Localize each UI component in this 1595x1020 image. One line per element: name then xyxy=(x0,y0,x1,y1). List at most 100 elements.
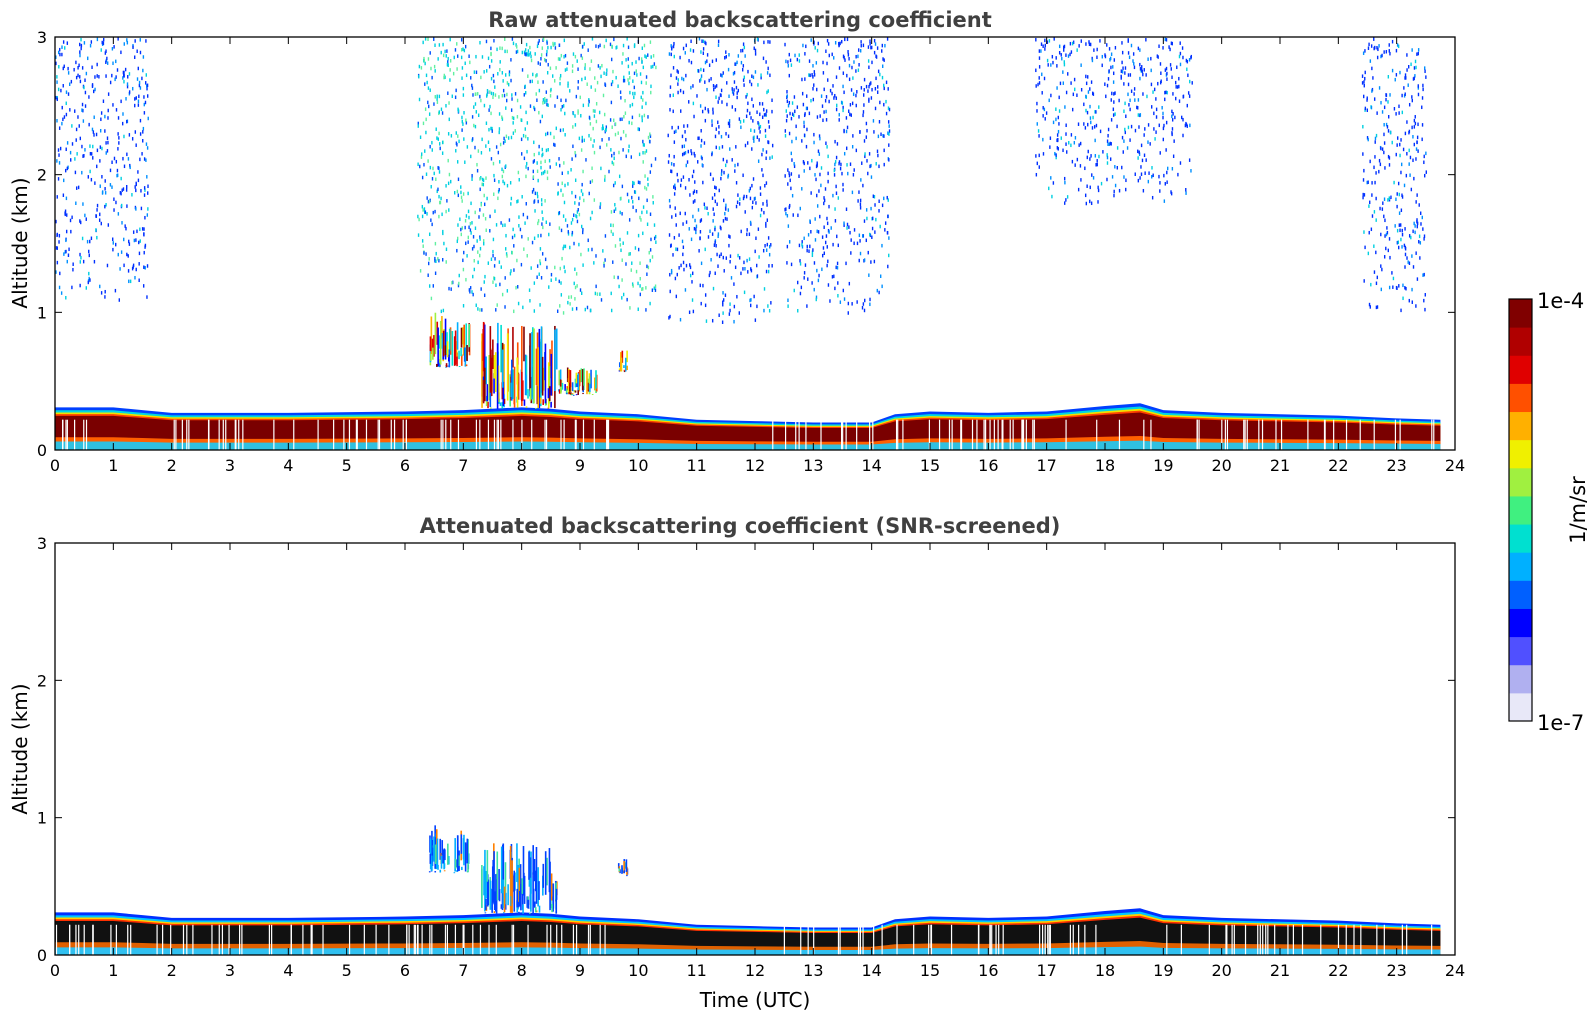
noise-pixel xyxy=(1104,54,1107,59)
noise-pixel xyxy=(632,91,634,96)
noise-pixel xyxy=(533,152,535,157)
noise-pixel xyxy=(111,47,114,51)
noise-pixel xyxy=(1035,172,1038,177)
noise-pixel xyxy=(583,198,585,203)
noise-pixel xyxy=(1391,39,1394,44)
noise-pixel xyxy=(123,70,125,75)
noise-pixel xyxy=(722,300,724,305)
noise-pixel xyxy=(542,225,544,230)
noise-pixel xyxy=(104,114,106,119)
noise-pixel xyxy=(70,79,73,84)
noise-pixel xyxy=(142,55,145,59)
noise-pixel xyxy=(134,275,136,280)
noise-pixel xyxy=(1139,48,1141,52)
noise-pixel xyxy=(766,199,768,204)
noise-pixel xyxy=(605,128,607,132)
noise-pixel xyxy=(795,136,797,141)
noise-pixel xyxy=(479,40,481,45)
noise-pixel xyxy=(812,75,814,79)
noise-pixel xyxy=(823,198,826,203)
noise-pixel xyxy=(480,176,482,180)
noise-pixel xyxy=(849,112,851,117)
cloud-pixel xyxy=(484,849,486,912)
noise-pixel xyxy=(746,141,749,145)
noise-pixel xyxy=(506,49,508,54)
noise-pixel xyxy=(81,102,84,107)
noise-pixel xyxy=(93,133,95,137)
colorbar-max-label: 1e-4 xyxy=(1537,289,1584,313)
noise-pixel xyxy=(859,239,861,243)
cloud-pixel xyxy=(461,327,464,345)
noise-pixel xyxy=(84,104,87,108)
noise-pixel xyxy=(591,37,594,41)
noise-pixel xyxy=(109,183,112,187)
noise-pixel xyxy=(1108,69,1110,73)
noise-pixel xyxy=(1113,193,1115,198)
noise-pixel xyxy=(708,273,711,278)
noise-pixel xyxy=(882,134,884,138)
noise-pixel xyxy=(579,288,582,292)
x-tick-label: 3 xyxy=(225,456,235,475)
noise-pixel xyxy=(516,199,518,204)
cloud-pixel xyxy=(623,860,625,871)
noise-pixel xyxy=(718,188,720,193)
cloud-pixel xyxy=(587,382,589,391)
noise-pixel xyxy=(653,223,656,227)
noise-pixel xyxy=(887,214,889,219)
noise-pixel xyxy=(1138,150,1140,155)
noise-pixel xyxy=(127,157,130,161)
noise-pixel xyxy=(593,139,595,143)
noise-pixel xyxy=(847,171,849,176)
noise-pixel xyxy=(538,151,540,156)
noise-pixel xyxy=(498,112,501,116)
cloud-pixel xyxy=(438,335,441,349)
noise-pixel xyxy=(541,202,543,207)
noise-pixel xyxy=(67,253,70,257)
noise-pixel xyxy=(759,192,762,196)
noise-pixel xyxy=(124,224,126,228)
noise-pixel xyxy=(850,88,853,92)
noise-pixel xyxy=(1083,122,1085,126)
noise-pixel xyxy=(610,210,613,214)
noise-pixel xyxy=(806,244,808,249)
noise-pixel xyxy=(744,267,746,271)
cloud-pixel xyxy=(575,394,578,396)
noise-pixel xyxy=(56,118,58,123)
noise-pixel xyxy=(769,244,771,249)
noise-pixel xyxy=(628,71,630,75)
noise-pixel xyxy=(720,73,722,77)
noise-pixel xyxy=(445,247,448,252)
noise-pixel xyxy=(1396,240,1399,245)
noise-pixel xyxy=(645,75,648,79)
noise-pixel xyxy=(73,67,75,72)
cloud-pixel xyxy=(487,401,489,409)
noise-pixel xyxy=(723,198,725,203)
noise-pixel xyxy=(56,195,58,199)
noise-pixel xyxy=(1166,90,1168,95)
noise-pixel xyxy=(789,58,792,63)
noise-pixel xyxy=(1389,51,1391,56)
noise-pixel xyxy=(1123,82,1125,86)
noise-pixel xyxy=(1400,162,1403,167)
noise-pixel xyxy=(136,229,138,234)
noise-pixel xyxy=(1406,151,1408,156)
noise-pixel xyxy=(1171,118,1174,122)
noise-pixel xyxy=(59,47,61,52)
noise-pixel xyxy=(145,73,147,77)
noise-pixel xyxy=(676,247,679,252)
noise-pixel xyxy=(510,108,513,112)
noise-pixel xyxy=(700,301,702,306)
noise-pixel xyxy=(429,88,431,92)
noise-pixel xyxy=(545,148,548,153)
noise-pixel xyxy=(77,115,79,119)
noise-pixel xyxy=(1055,153,1057,157)
noise-pixel xyxy=(695,227,697,232)
noise-pixel xyxy=(440,50,442,55)
noise-pixel xyxy=(645,286,647,290)
noise-pixel xyxy=(1369,200,1371,205)
noise-pixel xyxy=(1364,49,1366,53)
noise-pixel xyxy=(1137,178,1140,183)
noise-pixel xyxy=(427,261,430,266)
noise-pixel xyxy=(614,181,616,185)
noise-pixel xyxy=(1046,40,1049,44)
